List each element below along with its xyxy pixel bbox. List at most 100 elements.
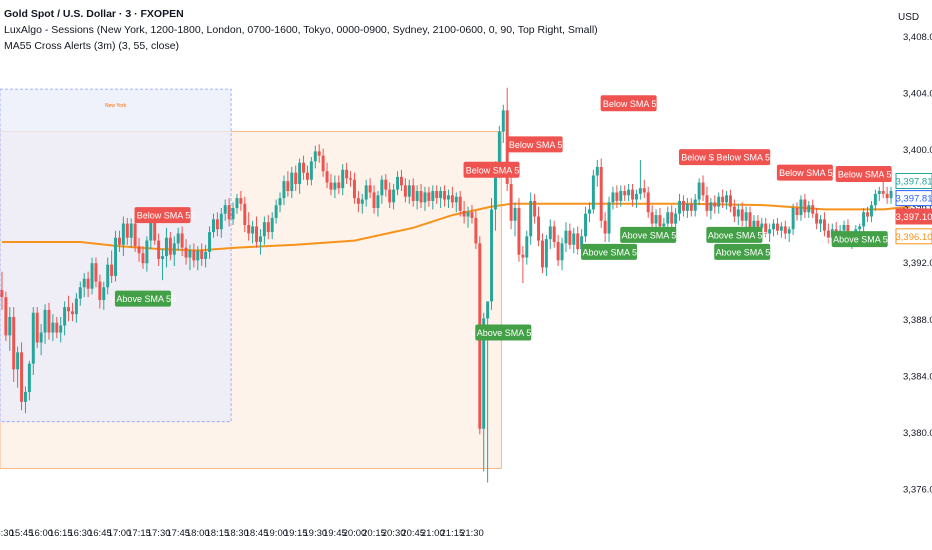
time-tick-label: 16:45 (88, 528, 112, 539)
candle-body (51, 322, 55, 333)
candle-body (701, 182, 705, 196)
badge-bg (620, 226, 677, 243)
candle-body (368, 185, 372, 193)
candle-body (466, 212, 470, 217)
candle-body (568, 230, 572, 245)
candle-body (603, 220, 607, 234)
candle-body (208, 232, 212, 252)
badge-text: ↓ Below SMA 55 (709, 153, 775, 163)
candle-body (725, 195, 729, 203)
price-tick-label: 3,380.00 (903, 428, 932, 439)
candle-body (172, 243, 176, 255)
candle-body (709, 202, 713, 211)
indicator-sessions-label[interactable]: LuxAlgo - Sessions (New York, 1200-1800,… (4, 24, 598, 36)
candle-body (599, 166, 603, 221)
candle-body (654, 215, 658, 224)
candle-body (431, 191, 435, 201)
above-sma-badge: ↑ Above SMA 55 (110, 290, 176, 307)
candle-body (552, 226, 556, 242)
candle-body (791, 208, 795, 230)
candle-body (525, 236, 529, 258)
candle-body (129, 223, 133, 238)
candle-body (501, 110, 505, 132)
candle-body (587, 209, 591, 214)
candle-body (584, 213, 588, 237)
candle-body (732, 206, 736, 217)
candle-body (748, 212, 752, 228)
candle-body (380, 179, 384, 196)
candle-body (192, 250, 196, 261)
signal-badges: ↓ Below SMA 55 ↑ Above SMA 55 ↓ Below SMA … (110, 95, 896, 341)
candle-body (352, 179, 356, 199)
candle-body (638, 188, 642, 194)
badge-bg (831, 231, 888, 248)
candle-body (227, 205, 231, 220)
below-sma-badge: ↓ Below SMA 55 (831, 166, 896, 183)
candle-body (63, 307, 67, 326)
candle-body (188, 250, 192, 258)
candle-body (313, 151, 317, 162)
candle-body (713, 202, 717, 207)
candle-body (787, 229, 791, 234)
below-sma-badge: ↓ Below SMA 55 (596, 95, 661, 112)
candle-body (325, 171, 329, 183)
candle-body (282, 181, 286, 199)
candle-body (74, 298, 78, 315)
price-tick-label: 3,396.00 (903, 202, 932, 213)
candle-body (862, 212, 866, 227)
badge-bg (835, 166, 892, 183)
badge-text: ↓ Below SMA 55 (502, 140, 568, 150)
candle-body (873, 193, 877, 206)
candle-body (125, 223, 129, 238)
badge-bg (134, 207, 191, 224)
indicator-ma55-label[interactable]: MA55 Cross Alerts (3m) (3, 55, close) (4, 40, 180, 52)
candle-body (153, 222, 157, 241)
candle-body (752, 220, 756, 228)
candle-body (121, 223, 125, 245)
candle-body (196, 250, 200, 261)
candle-body (243, 203, 247, 225)
candle-body (513, 208, 517, 221)
candle-body (768, 229, 772, 234)
symbol-title[interactable]: Gold Spot / U.S. Dollar · 3 · FXOPEN (4, 8, 184, 20)
chart-legend: Gold Spot / U.S. Dollar · 3 · FXOPEN Lux… (4, 6, 598, 54)
candle-body (168, 237, 172, 255)
time-tick-label: 19:30 (303, 528, 327, 539)
price-tick-label: 3,384.00 (903, 371, 932, 382)
candle-body (517, 208, 521, 255)
candle-body (670, 212, 674, 224)
candle-body (149, 222, 153, 241)
candle-body (43, 309, 47, 333)
candle-body (278, 198, 282, 206)
candle-body (819, 219, 823, 224)
above-sma-badge: ↑ Above SMA 55 (576, 243, 642, 260)
candle-body (560, 243, 564, 261)
candle-body (341, 169, 345, 189)
currency-label[interactable]: USD (898, 12, 920, 23)
candle-body (779, 226, 783, 231)
time-tick-label: 19:15 (284, 528, 308, 539)
candle-body (47, 309, 51, 333)
candle-body (642, 188, 646, 193)
candle-body (23, 391, 27, 402)
time-tick-label: 18:15 (205, 528, 229, 539)
time-tick-label: 20:30 (382, 528, 406, 539)
badge-bg (776, 164, 833, 181)
candle-body (497, 131, 501, 169)
candle-body (302, 162, 306, 173)
candle-body (180, 233, 184, 248)
candle-body (423, 192, 427, 203)
candle-body (548, 226, 552, 240)
candle-body (211, 219, 215, 233)
candle-body (31, 312, 35, 364)
candle-body (309, 161, 313, 180)
candle-body (274, 205, 278, 218)
price-label-text: 3,397.81 (896, 194, 932, 205)
time-tick-label: 17:00 (108, 528, 132, 539)
candle-body (450, 195, 454, 203)
badge-bg (714, 149, 771, 166)
candle-body (356, 198, 360, 204)
price-label: 3,396.10 (895, 228, 932, 245)
candle-body (721, 196, 725, 203)
